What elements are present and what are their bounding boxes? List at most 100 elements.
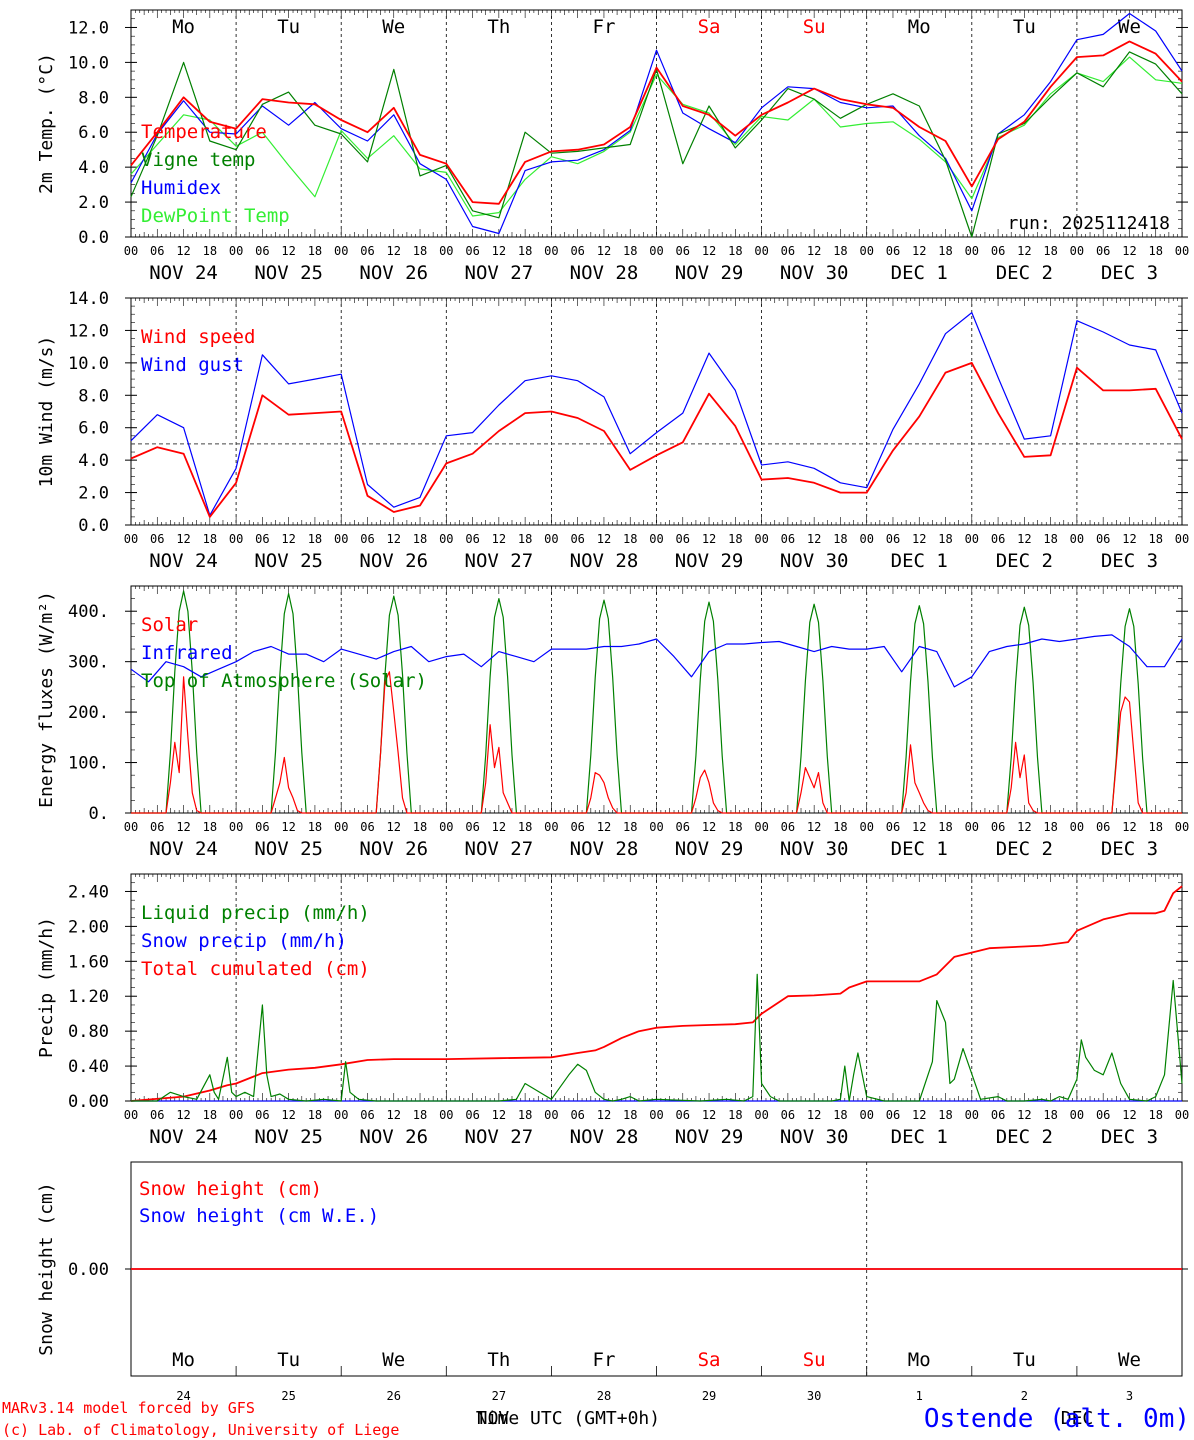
y-tick-label: 2.40 xyxy=(68,882,109,902)
y-tick-label: 4.0 xyxy=(78,158,109,178)
hour-tick-label: 06 xyxy=(150,820,164,834)
hour-tick-label: 18 xyxy=(1043,820,1057,834)
hour-tick-label: 06 xyxy=(781,1108,795,1122)
y-tick-label: 12.0 xyxy=(68,18,109,38)
hour-tick-label: 12 xyxy=(912,244,926,258)
date-label: NOV 28 xyxy=(570,262,639,284)
hour-tick-label: 00 xyxy=(124,244,138,258)
hour-tick-label: 00 xyxy=(544,820,558,834)
weekday-label: Fr xyxy=(593,1349,616,1371)
date-label: NOV 27 xyxy=(465,550,534,572)
x-axis-label: Time UTC (GMT+0h) xyxy=(476,1408,660,1429)
hour-tick-label: 06 xyxy=(1096,1108,1110,1122)
y-tick-label: 4.0 xyxy=(78,451,109,471)
hour-tick-label: 18 xyxy=(413,1108,427,1122)
date-label: NOV 28 xyxy=(570,550,639,572)
hour-tick-label: 00 xyxy=(334,532,348,546)
legend-entry: Snow height (cm W.E.) xyxy=(139,1205,379,1227)
hour-tick-label: 12 xyxy=(492,820,506,834)
hour-tick-label: 00 xyxy=(859,820,873,834)
hour-tick-label: 06 xyxy=(991,820,1005,834)
y-tick-label: 0.40 xyxy=(68,1057,109,1077)
day-number-label: 27 xyxy=(492,1389,506,1403)
hour-tick-label: 00 xyxy=(124,1108,138,1122)
hour-tick-label: 18 xyxy=(413,820,427,834)
date-label: DEC 2 xyxy=(996,1126,1053,1148)
hour-tick-label: 06 xyxy=(255,244,269,258)
hour-tick-label: 12 xyxy=(807,820,821,834)
hour-tick-label: 12 xyxy=(176,820,190,834)
hour-tick-label: 00 xyxy=(229,1108,243,1122)
date-label: DEC 2 xyxy=(996,550,1053,572)
y-tick-label: 0.0 xyxy=(78,516,109,536)
panel-4: 0.00 0.40 0.80 1.20 1.60 2.00 2.40 Precip (mm/h… xyxy=(36,873,1189,1148)
weekday-label: We xyxy=(1118,1349,1141,1371)
hour-tick-label: 06 xyxy=(991,1108,1005,1122)
y-tick-label: 0.00 xyxy=(68,1260,109,1280)
series-line-infrared xyxy=(130,634,1183,688)
y-axis-label: Snow height (cm) xyxy=(36,1182,57,1355)
hour-tick-label: 06 xyxy=(781,820,795,834)
legend-entry: Top of Atmosphere (Solar) xyxy=(141,670,427,692)
hour-tick-label: 06 xyxy=(781,532,795,546)
date-label: DEC 2 xyxy=(996,838,1053,860)
legend-entry: Vigne temp xyxy=(141,149,255,171)
date-label: DEC 1 xyxy=(891,838,948,860)
hour-tick-label: 18 xyxy=(413,244,427,258)
hour-tick-label: 18 xyxy=(833,532,847,546)
date-label: DEC 3 xyxy=(1101,262,1158,284)
hour-tick-label: 18 xyxy=(308,820,322,834)
hour-tick-label: 12 xyxy=(492,532,506,546)
panel-2: 0.0 2.0 4.0 6.0 8.0 10.0 12.0 14.0 10m Wind (m/s… xyxy=(36,289,1189,572)
date-label: NOV 25 xyxy=(254,838,323,860)
date-label: NOV 29 xyxy=(675,262,744,284)
hour-tick-label: 12 xyxy=(1017,1108,1031,1122)
weekday-label: Th xyxy=(487,16,510,38)
hour-tick-label: 12 xyxy=(492,1108,506,1122)
hour-tick-label: 12 xyxy=(1122,244,1136,258)
weekday-label: Su xyxy=(803,16,826,38)
date-label: DEC 1 xyxy=(891,550,948,572)
y-tick-label: 0.0 xyxy=(78,228,109,248)
hour-tick-label: 00 xyxy=(965,820,979,834)
y-tick-label: 0.00 xyxy=(68,1092,109,1112)
y-tick-label: 400. xyxy=(68,602,109,622)
hour-tick-label: 00 xyxy=(334,1108,348,1122)
station-label: Ostende (alt. 0m) xyxy=(924,1404,1190,1434)
hour-tick-label: 06 xyxy=(150,244,164,258)
hour-tick-label: 18 xyxy=(623,244,637,258)
hour-tick-label: 12 xyxy=(281,1108,295,1122)
hour-tick-label: 06 xyxy=(360,1108,374,1122)
hour-tick-label: 12 xyxy=(912,820,926,834)
series-line-wind-speed xyxy=(130,361,1183,518)
hour-tick-label: 12 xyxy=(597,1108,611,1122)
hour-tick-label: 06 xyxy=(1096,532,1110,546)
hour-tick-label: 00 xyxy=(544,244,558,258)
legend-entry: Wind speed xyxy=(141,326,255,348)
hour-tick-label: 18 xyxy=(938,532,952,546)
y-axis-label: Energy fluxes (W/m²) xyxy=(36,591,57,808)
hour-tick-label: 18 xyxy=(518,1108,532,1122)
hour-tick-label: 06 xyxy=(360,820,374,834)
hour-tick-label: 00 xyxy=(859,532,873,546)
hour-tick-label: 00 xyxy=(754,244,768,258)
hour-tick-label: 18 xyxy=(308,532,322,546)
day-number-label: 28 xyxy=(597,1389,611,1403)
hour-tick-label: 12 xyxy=(176,244,190,258)
y-tick-label: 10.0 xyxy=(68,354,109,374)
hour-tick-label: 00 xyxy=(544,532,558,546)
series-group xyxy=(130,312,1183,518)
hour-tick-label: 12 xyxy=(597,532,611,546)
date-label: NOV 26 xyxy=(359,262,428,284)
date-label: NOV 24 xyxy=(149,838,218,860)
date-label: NOV 28 xyxy=(570,838,639,860)
hour-tick-label: 12 xyxy=(281,532,295,546)
legend-entry: Snow height (cm) xyxy=(139,1178,322,1200)
y-axis-label: 2m Temp. (°C) xyxy=(36,53,57,194)
y-axis-label: 10m Wind (m/s) xyxy=(36,336,57,488)
hour-tick-label: 06 xyxy=(1096,244,1110,258)
hour-tick-label: 06 xyxy=(991,532,1005,546)
series-line-solar xyxy=(131,671,1182,814)
hour-tick-label: 12 xyxy=(597,820,611,834)
